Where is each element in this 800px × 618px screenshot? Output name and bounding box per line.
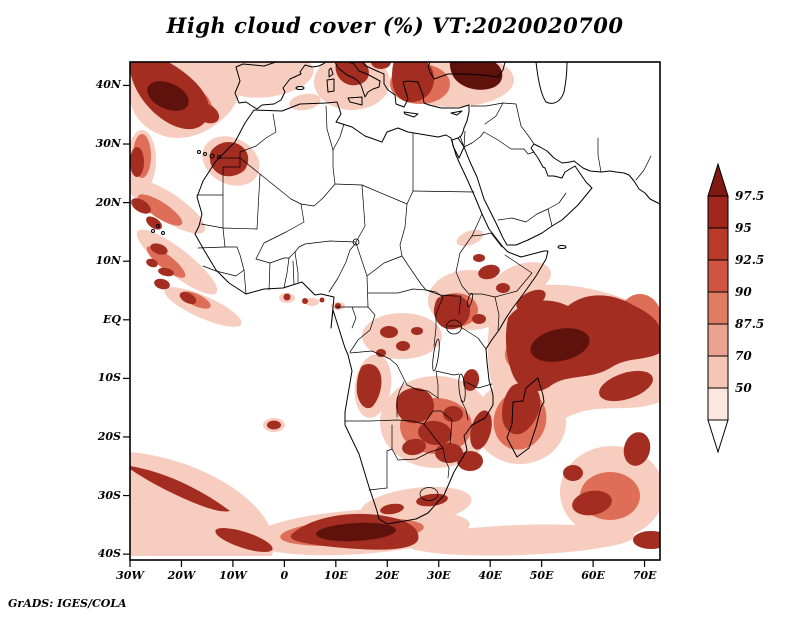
colorbar-band — [707, 387, 729, 421]
colorbar-label: 92.5 — [735, 253, 764, 267]
colorbar-label: 95 — [735, 221, 752, 235]
colorbar-label: 70 — [735, 349, 752, 363]
cloud-shading-dark — [130, 62, 660, 552]
axis-ticks — [123, 84, 646, 567]
colorbar-band — [707, 195, 729, 229]
colorbar-label: 90 — [735, 285, 752, 299]
colorbar-label: 97.5 — [735, 189, 764, 203]
country-borders — [196, 102, 652, 501]
colorbar-arrow-bottom — [707, 419, 729, 454]
colorbar-band — [707, 259, 729, 293]
grads-attribution: GrADS: IGES/COLA — [8, 597, 127, 610]
lakes — [352, 238, 474, 403]
colorbar-band — [707, 323, 729, 357]
coastlines — [151, 62, 660, 525]
colorbar-arrow-top — [707, 162, 729, 197]
plot-title: High cloud cover (%) VT:2020020700 — [166, 13, 624, 38]
colorbar-band — [707, 291, 729, 325]
colorbar-label: 50 — [735, 381, 752, 395]
colorbar-band — [707, 355, 729, 389]
colorbar-label: 87.5 — [735, 317, 764, 331]
colorbar-band — [707, 227, 729, 261]
colorbar: 97.5 95 92.5 90 87.5 70 50 — [707, 162, 764, 454]
plot-frame — [129, 61, 661, 561]
cloud-shading-darkest — [147, 62, 590, 542]
